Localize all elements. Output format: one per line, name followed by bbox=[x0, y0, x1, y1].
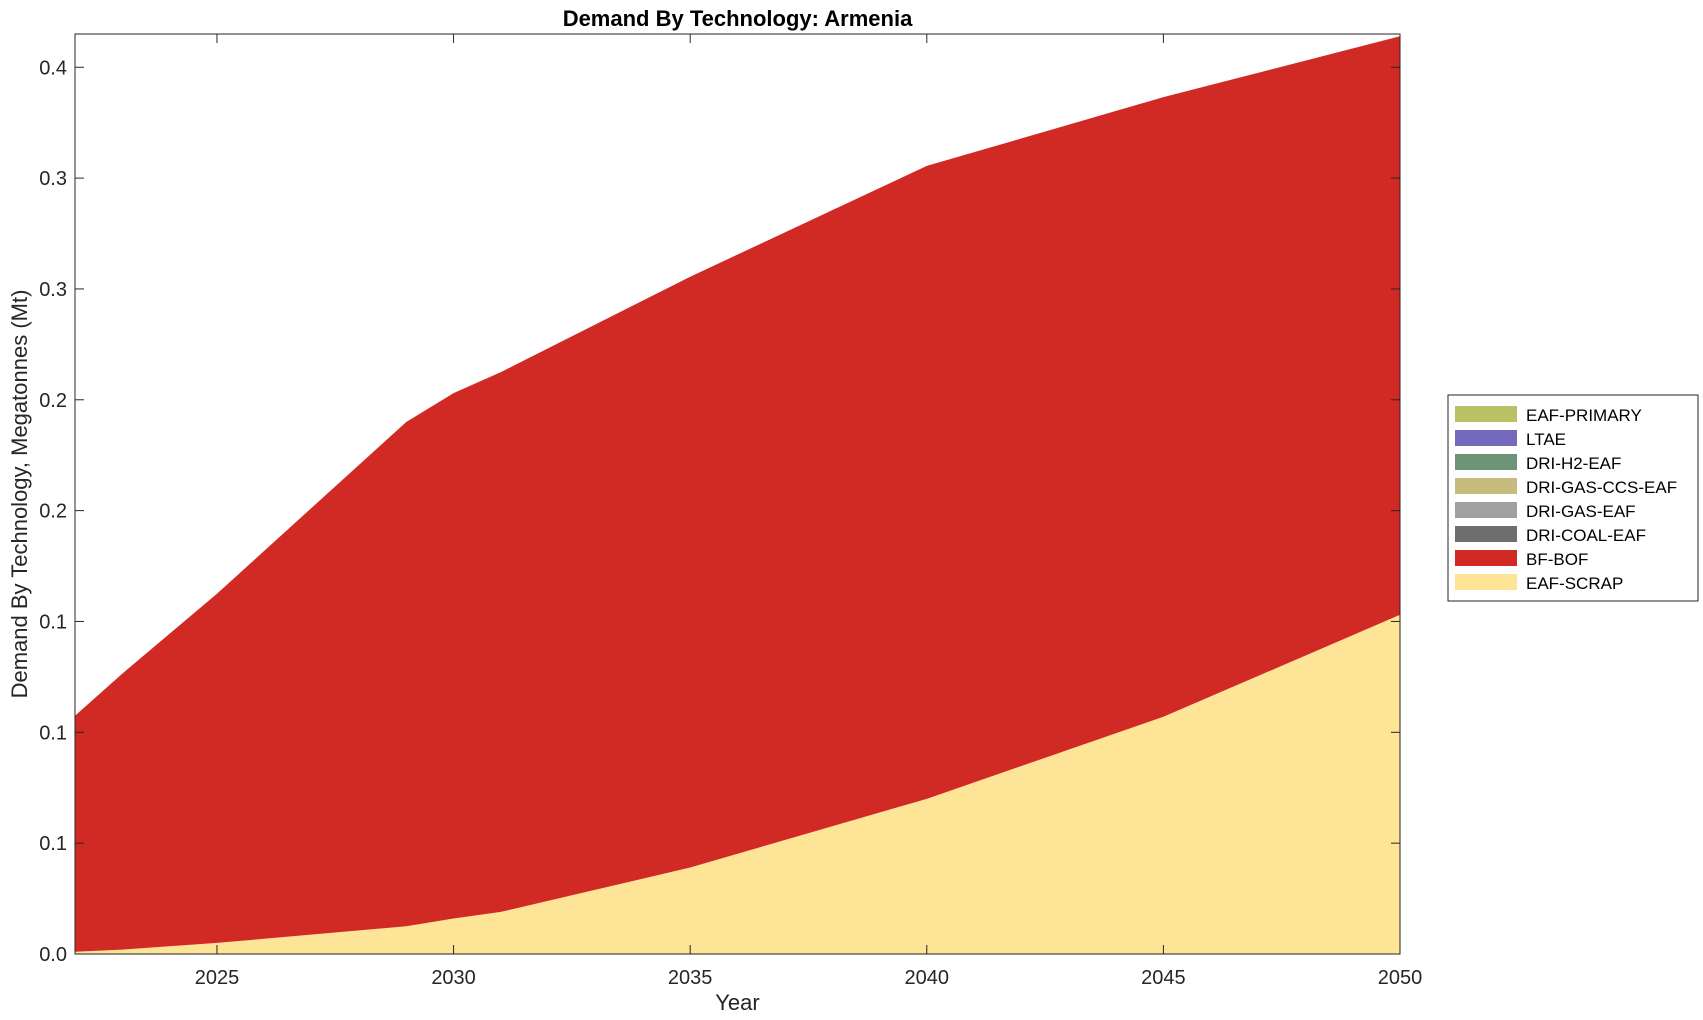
area-eaf-scrap bbox=[75, 614, 1400, 954]
legend-item-label: BF-BOF bbox=[1526, 550, 1588, 569]
legend-frame bbox=[1447, 394, 1699, 602]
area-bf-bof bbox=[75, 36, 1400, 952]
legend-swatch bbox=[1455, 574, 1517, 590]
legend-item-label: DRI-GAS-EAF bbox=[1526, 502, 1636, 521]
x-axis-label: Year bbox=[715, 990, 759, 1015]
legend-item-label: DRI-H2-EAF bbox=[1526, 454, 1621, 473]
area-series-group bbox=[75, 36, 1400, 954]
x-tick-label: 2040 bbox=[905, 967, 950, 989]
y-tick-label: 0.3 bbox=[39, 279, 67, 301]
legend: EAF-PRIMARY LTAE DRI-H2-EAF DRI-GAS-CCS-EAF… bbox=[1447, 394, 1699, 602]
legend-swatch bbox=[1455, 406, 1517, 422]
y-tick-label: 0.3 bbox=[39, 168, 67, 190]
axes: 2025 2030 2035 2040 2045 2050 0.0 0.1 0.1 0.1 0.2 0… bbox=[39, 33, 1423, 989]
legend-item-label: LTAE bbox=[1526, 430, 1566, 449]
x-tick-label: 2035 bbox=[668, 967, 713, 989]
legend-item-label: DRI-COAL-EAF bbox=[1526, 526, 1646, 545]
x-tick-label: 2045 bbox=[1141, 967, 1186, 989]
y-tick-label: 0.2 bbox=[39, 390, 67, 412]
legend-swatch bbox=[1455, 454, 1517, 470]
y-tick-label: 0.2 bbox=[39, 501, 67, 523]
legend-swatch bbox=[1455, 502, 1517, 518]
legend-item-label: EAF-PRIMARY bbox=[1526, 406, 1642, 425]
y-axis-label: Demand By Technology, Megatonnes (Mt) bbox=[7, 290, 32, 699]
chart-title: Demand By Technology: Armenia bbox=[563, 6, 913, 31]
y-tick-label: 0.4 bbox=[39, 57, 67, 79]
y-tick-label: 0.1 bbox=[39, 611, 67, 633]
legend-swatch bbox=[1455, 430, 1517, 446]
x-tick-label: 2030 bbox=[431, 967, 476, 989]
legend-item-label: EAF-SCRAP bbox=[1526, 574, 1623, 593]
x-tick-label: 2050 bbox=[1378, 967, 1423, 989]
plot-frame bbox=[74, 33, 1401, 955]
legend-swatch bbox=[1455, 526, 1517, 542]
legend-swatch bbox=[1455, 550, 1517, 566]
legend-item-label: DRI-GAS-CCS-EAF bbox=[1526, 478, 1677, 497]
legend-swatch bbox=[1455, 478, 1517, 494]
y-tick-label: 0.1 bbox=[39, 722, 67, 744]
y-tick-label: 0.0 bbox=[39, 944, 67, 966]
y-tick-label: 0.1 bbox=[39, 833, 67, 855]
x-tick-label: 2025 bbox=[195, 967, 240, 989]
